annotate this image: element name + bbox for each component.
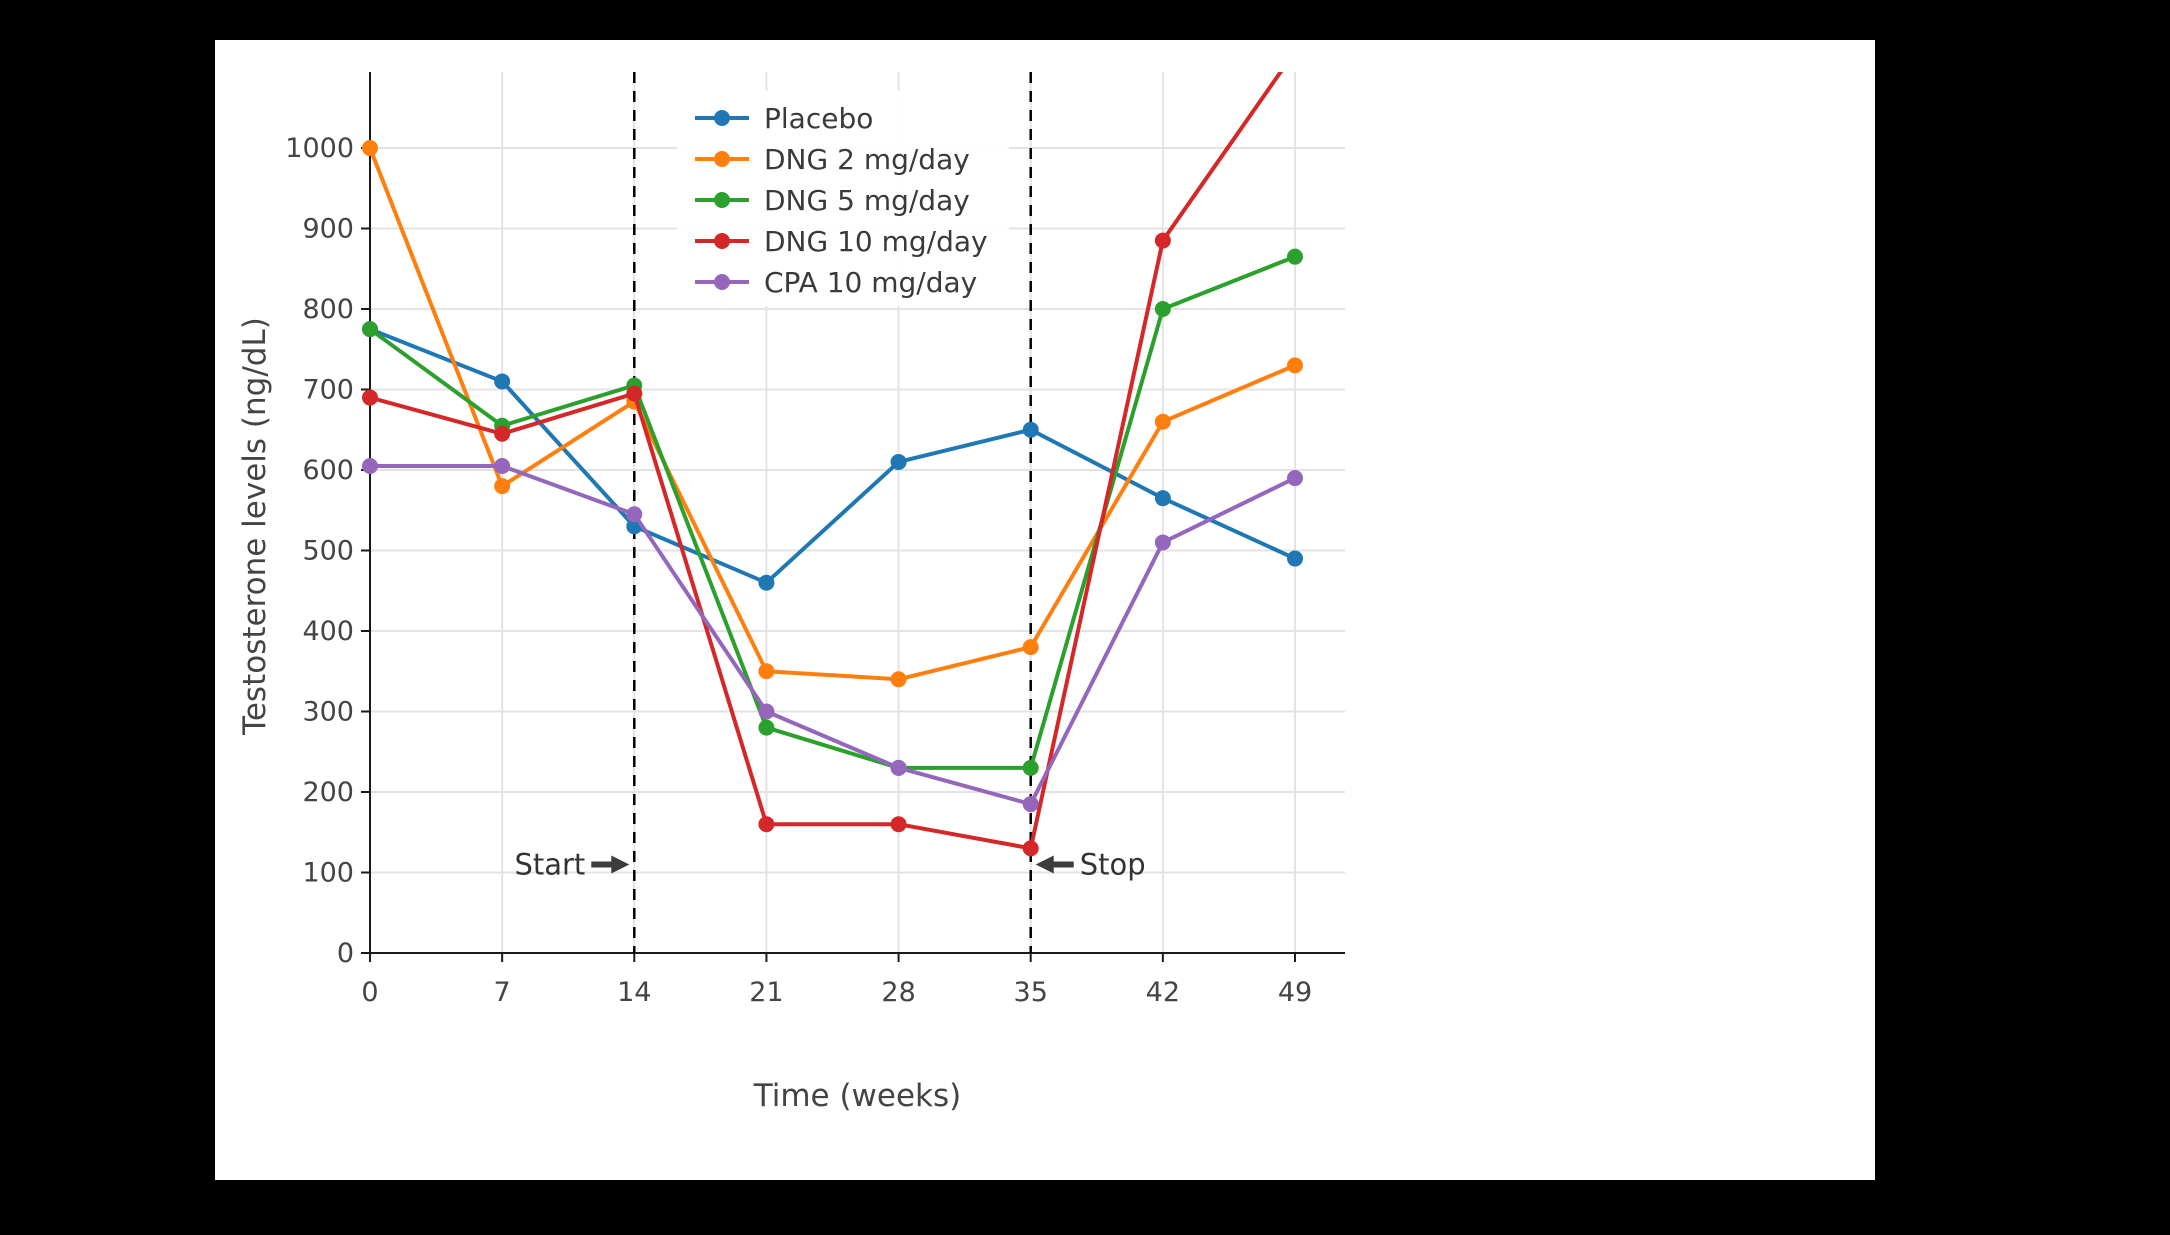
data-point-marker: [758, 663, 775, 680]
legend-label: Placebo: [764, 102, 873, 135]
axes: [361, 72, 1345, 962]
data-point-marker: [1022, 796, 1039, 813]
data-point-marker: [362, 389, 378, 406]
x-tick-label: 7: [494, 977, 511, 1008]
data-point-marker: [1022, 759, 1039, 776]
legend: Placebo DNG 2 mg/day DNG 5 mg/day DNG 10 mg…: [677, 90, 1009, 306]
chart-card: 0 7 14 21 28 35 42 49 0 100 200 300 400 500 600 700 800 9…: [215, 40, 1875, 1180]
y-tick-label: 800: [302, 294, 354, 325]
data-point-marker: [1287, 470, 1303, 487]
y-tick-label: 200: [302, 777, 354, 808]
data-point-marker: [1154, 490, 1171, 507]
data-point-marker: [494, 373, 511, 390]
data-point-marker: [362, 321, 378, 338]
legend-item[interactable]: DNG 10 mg/day: [695, 225, 988, 258]
legend-label: DNG 2 mg/day: [764, 143, 970, 176]
legend-marker-icon: [714, 151, 730, 167]
arrow-left-icon: [1035, 855, 1054, 874]
annotation-stop: Stop: [1035, 847, 1146, 881]
x-tick-label: 14: [617, 977, 651, 1008]
data-point-marker: [890, 759, 907, 776]
data-point-marker: [758, 703, 775, 720]
data-point-marker: [1154, 232, 1171, 249]
x-tick-label: 28: [881, 977, 915, 1008]
legend-label: CPA 10 mg/day: [764, 266, 977, 299]
legend-label: DNG 5 mg/day: [764, 184, 970, 217]
data-point-marker: [1287, 248, 1303, 265]
y-tick-label: 900: [302, 214, 354, 245]
legend-item[interactable]: Placebo: [695, 102, 873, 135]
x-tick-label: 42: [1146, 977, 1180, 1008]
legend-item[interactable]: CPA 10 mg/day: [695, 266, 977, 299]
y-tick-label: 500: [302, 536, 354, 567]
tick-labels: 0 7 14 21 28 35 42 49 0 100 200 300 400 500 600 700 800 9…: [285, 133, 1312, 1008]
series-line: [362, 457, 1303, 813]
data-point-marker: [1022, 639, 1039, 656]
data-point-marker: [1022, 421, 1039, 438]
data-point-marker: [1022, 840, 1039, 857]
series-line: [362, 248, 1303, 776]
y-tick-label: 100: [302, 858, 354, 889]
y-tick-label: 700: [302, 375, 354, 406]
data-point-marker: [1154, 301, 1171, 317]
y-tick-label: 300: [302, 697, 354, 728]
data-point-marker: [494, 425, 511, 442]
data-point-marker: [626, 506, 643, 523]
data-point-marker: [494, 457, 511, 474]
x-axis-title: Time (weeks): [753, 1078, 962, 1114]
data-point-marker: [1287, 357, 1303, 374]
data-point-marker: [890, 671, 907, 688]
data-point-marker: [362, 457, 378, 474]
data-point-marker: [362, 140, 378, 156]
data-point-marker: [890, 816, 907, 833]
x-tick-label: 21: [749, 977, 783, 1008]
data-point-marker: [890, 453, 907, 470]
legend-marker-icon: [714, 192, 730, 208]
legend-marker-icon: [714, 274, 730, 290]
line-chart: 0 7 14 21 28 35 42 49 0 100 200 300 400 500 600 700 800 9…: [285, 43, 1345, 1008]
data-point-marker: [758, 719, 775, 736]
data-point-marker: [1154, 534, 1171, 551]
arrow-right-icon: [611, 855, 630, 874]
legend-item[interactable]: DNG 5 mg/day: [695, 184, 970, 217]
y-tick-label: 600: [302, 455, 354, 486]
data-point-marker: [1287, 43, 1303, 59]
y-axis-title: Testosterone levels (ng/dL): [237, 317, 273, 735]
legend-label: DNG 10 mg/day: [764, 225, 988, 258]
y-tick-label: 400: [302, 616, 354, 647]
legend-item[interactable]: DNG 2 mg/day: [695, 143, 970, 176]
legend-marker-icon: [714, 233, 730, 249]
annotation-start: Start: [514, 847, 630, 881]
x-tick-label: 49: [1278, 977, 1312, 1008]
x-tick-label: 35: [1014, 977, 1048, 1008]
data-point-marker: [626, 385, 643, 402]
data-point-marker: [1287, 550, 1303, 567]
y-tick-label: 1000: [285, 133, 354, 164]
x-tick-label: 0: [361, 977, 378, 1008]
annotation-label: Start: [514, 847, 585, 881]
data-point-marker: [1154, 413, 1171, 430]
annotation-label: Stop: [1080, 847, 1146, 881]
legend-marker-icon: [714, 110, 730, 126]
data-point-marker: [494, 478, 511, 495]
data-point-marker: [758, 816, 775, 833]
series-line: [362, 43, 1303, 857]
y-tick-label: 0: [337, 938, 354, 969]
data-point-marker: [758, 574, 775, 591]
